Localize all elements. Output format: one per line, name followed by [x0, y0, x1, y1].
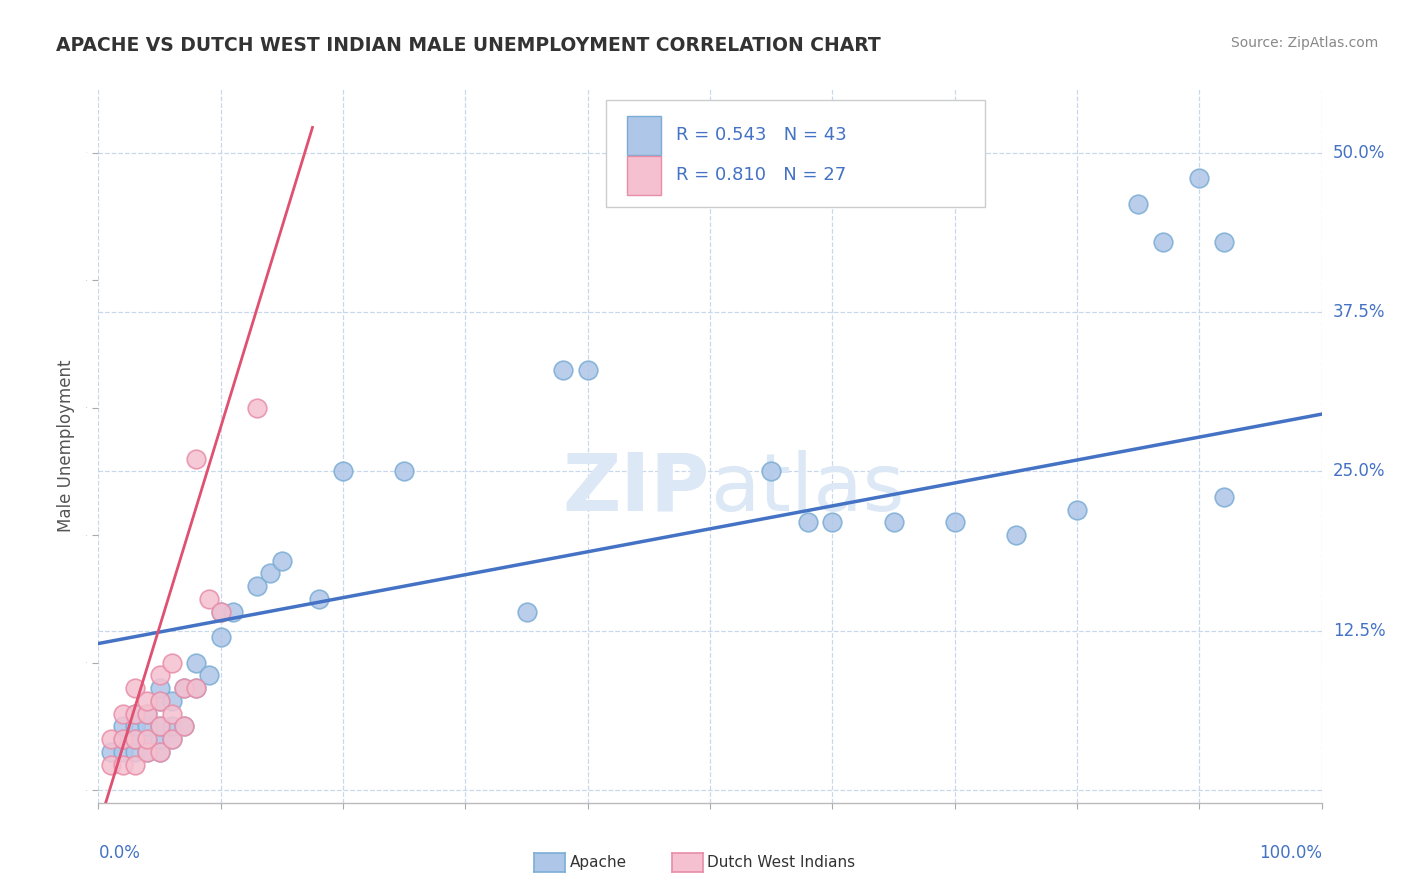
Point [1188, 171, 1211, 186]
Point [149, 745, 172, 759]
Point [149, 745, 172, 759]
Text: APACHE VS DUTCH WEST INDIAN MALE UNEMPLOYMENT CORRELATION CHART: APACHE VS DUTCH WEST INDIAN MALE UNEMPLO… [56, 36, 882, 54]
Text: 0.0%: 0.0% [98, 845, 141, 863]
Point [209, 605, 232, 619]
Point [124, 719, 146, 733]
Point [149, 694, 172, 708]
Point [136, 745, 159, 759]
Point [1004, 528, 1026, 542]
Point [173, 719, 195, 733]
Point [197, 668, 219, 682]
Point [149, 732, 172, 747]
Point [124, 706, 146, 721]
Point [136, 694, 159, 708]
Point [124, 681, 146, 695]
Point [149, 681, 172, 695]
Point [149, 719, 172, 733]
Text: 50.0%: 50.0% [1333, 144, 1385, 162]
Y-axis label: Male Unemployment: Male Unemployment [56, 359, 75, 533]
Point [111, 732, 134, 747]
Point [149, 694, 172, 708]
Text: 12.5%: 12.5% [1333, 622, 1385, 640]
Point [160, 732, 183, 747]
Point [576, 362, 599, 376]
Point [186, 681, 208, 695]
Point [246, 579, 269, 593]
Point [111, 745, 134, 759]
Text: Source: ZipAtlas.com: Source: ZipAtlas.com [1230, 36, 1378, 50]
Point [111, 706, 134, 721]
Point [246, 401, 269, 415]
Point [270, 554, 294, 568]
Point [136, 706, 159, 721]
Point [209, 605, 232, 619]
Point [160, 719, 183, 733]
Point [136, 732, 159, 747]
Point [173, 681, 195, 695]
Point [111, 732, 134, 747]
Point [136, 706, 159, 721]
Point [1128, 197, 1150, 211]
Point [160, 732, 183, 747]
Point [883, 516, 905, 530]
Point [1212, 235, 1234, 249]
Point [209, 630, 232, 644]
Point [124, 732, 146, 747]
Point [332, 465, 354, 479]
Point [821, 516, 844, 530]
Point [186, 656, 208, 670]
Point [136, 719, 159, 733]
Point [149, 719, 172, 733]
Point [1212, 490, 1234, 504]
Text: R = 0.543   N = 43: R = 0.543 N = 43 [676, 127, 846, 145]
Point [160, 694, 183, 708]
Text: Dutch West Indians: Dutch West Indians [707, 855, 855, 870]
Text: ZIP: ZIP [562, 450, 710, 528]
Point [308, 591, 330, 606]
Point [124, 706, 146, 721]
Point [124, 757, 146, 772]
Text: R = 0.810   N = 27: R = 0.810 N = 27 [676, 167, 846, 185]
Point [149, 668, 172, 682]
FancyBboxPatch shape [627, 116, 661, 155]
Point [160, 706, 183, 721]
Text: atlas: atlas [710, 450, 904, 528]
Point [392, 465, 416, 479]
Point [1152, 235, 1174, 249]
Point [124, 732, 146, 747]
Point [186, 681, 208, 695]
Point [797, 516, 820, 530]
Point [1066, 502, 1088, 516]
Point [124, 745, 146, 759]
Point [111, 719, 134, 733]
Point [173, 719, 195, 733]
Point [761, 465, 783, 479]
Point [197, 591, 219, 606]
Point [100, 745, 122, 759]
Point [553, 362, 575, 376]
Point [136, 745, 159, 759]
Text: Apache: Apache [569, 855, 627, 870]
FancyBboxPatch shape [627, 156, 661, 195]
Point [111, 757, 134, 772]
Text: 37.5%: 37.5% [1333, 303, 1385, 321]
Point [100, 757, 122, 772]
Point [100, 732, 122, 747]
Text: 100.0%: 100.0% [1258, 845, 1322, 863]
Point [186, 451, 208, 466]
Point [136, 732, 159, 747]
Text: 25.0%: 25.0% [1333, 462, 1385, 481]
Point [515, 605, 537, 619]
Point [943, 516, 966, 530]
Point [160, 656, 183, 670]
Point [222, 605, 245, 619]
Point [173, 681, 195, 695]
Point [259, 566, 281, 581]
FancyBboxPatch shape [606, 100, 986, 207]
